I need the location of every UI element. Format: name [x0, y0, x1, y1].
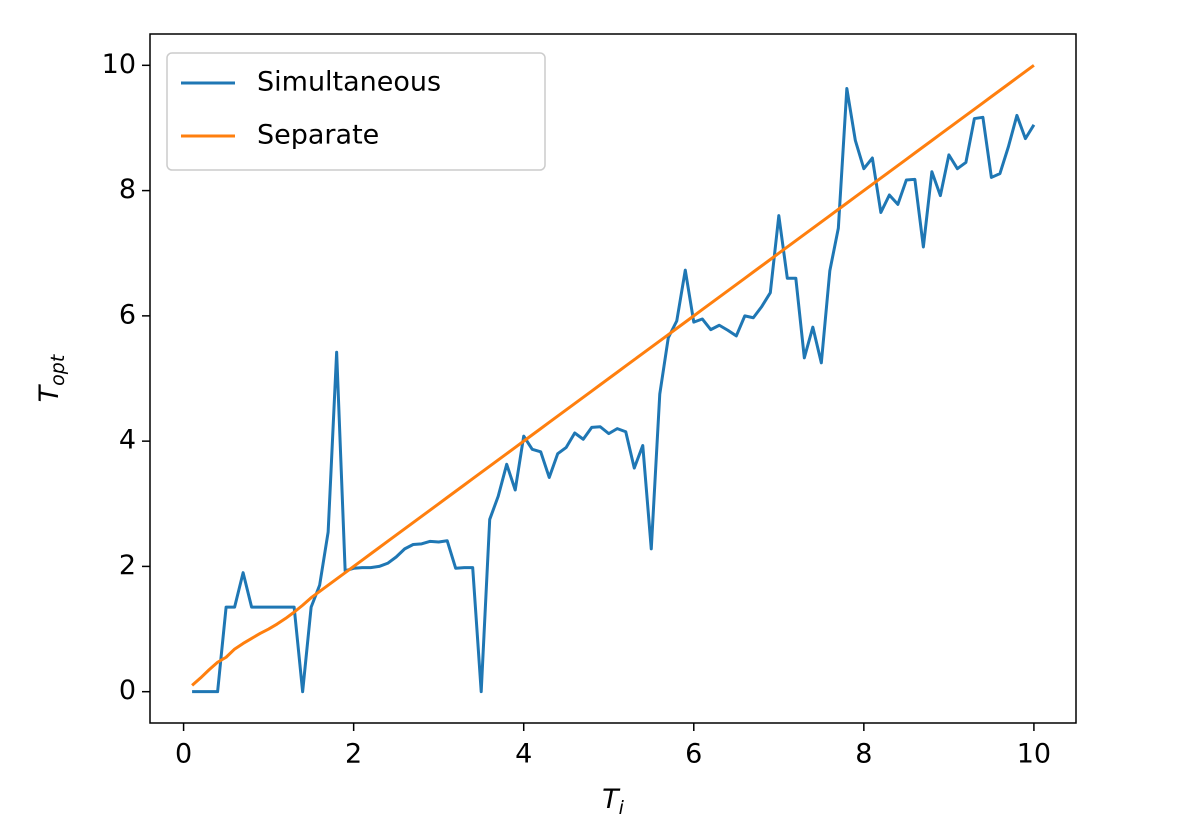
y-axis-label-base: T [34, 383, 65, 402]
y-tick-label: 8 [119, 174, 136, 205]
x-tick-label: 2 [345, 739, 362, 770]
x-tick-label: 0 [175, 739, 192, 770]
y-tick-label: 0 [119, 675, 136, 706]
x-axis-label-sub: i [619, 797, 625, 819]
x-tick-label: 10 [1017, 739, 1051, 770]
x-tick-label: 4 [515, 739, 532, 770]
legend-label: Simultaneous [257, 67, 441, 98]
x-tick-label: 8 [855, 739, 872, 770]
y-tick-label: 4 [119, 425, 136, 456]
legend-box [166, 52, 546, 171]
y-tick-label: 2 [119, 550, 136, 581]
y-tick-label: 10 [102, 49, 136, 80]
x-tick-label: 6 [685, 739, 702, 770]
x-axis-label-base: T [602, 784, 621, 815]
legend-label: Separate [257, 120, 379, 151]
y-axis-label: Topt [34, 353, 69, 402]
series-line [192, 86, 1036, 694]
y-axis-label-sub: opt [47, 353, 69, 386]
x-axis-label: Ti [602, 784, 625, 819]
plot-frame [149, 33, 1077, 724]
series-line [191, 64, 1035, 687]
y-tick-label: 6 [119, 299, 136, 330]
